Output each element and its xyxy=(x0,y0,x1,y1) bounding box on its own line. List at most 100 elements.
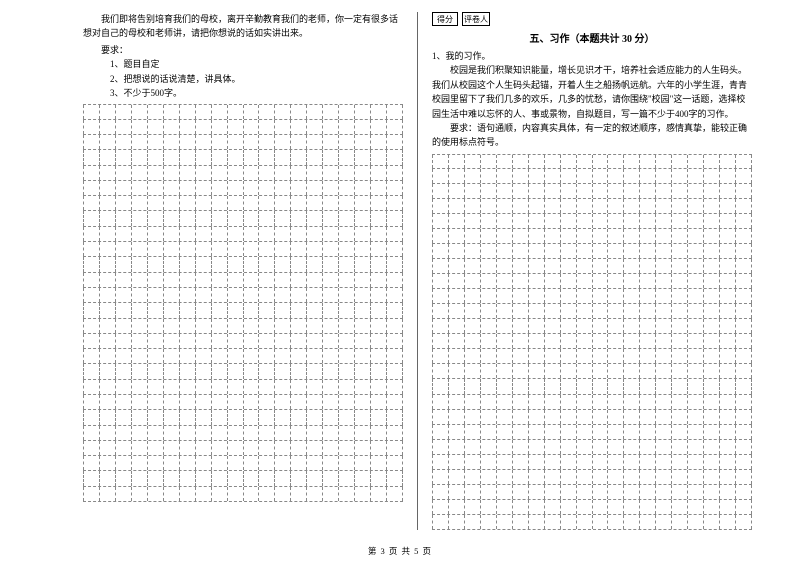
grid-cell xyxy=(339,196,355,210)
grid-cell xyxy=(212,150,228,164)
grid-cell xyxy=(432,289,449,303)
grid-cell xyxy=(577,485,593,499)
grid-cell xyxy=(323,273,339,287)
grid-cell xyxy=(100,211,116,225)
grid-cell xyxy=(577,410,593,424)
grid-cell xyxy=(164,135,180,149)
grid-cell xyxy=(656,485,672,499)
grid-cell xyxy=(244,349,260,363)
grid-cell xyxy=(656,155,672,168)
grid-cell xyxy=(577,319,593,333)
grid-cell xyxy=(100,288,116,302)
grid-cell xyxy=(672,470,688,484)
grid-cell xyxy=(481,289,497,303)
grid-cell xyxy=(497,244,513,258)
grid-cell xyxy=(339,471,355,485)
grid-cell xyxy=(545,274,561,288)
grid-cell xyxy=(307,242,323,256)
grid-cell xyxy=(100,273,116,287)
grid-cell xyxy=(259,196,275,210)
grid-cell xyxy=(624,334,640,348)
grid-cell xyxy=(259,135,275,149)
grid-cell xyxy=(577,169,593,183)
grid-cell xyxy=(688,304,704,318)
grid-cell xyxy=(83,288,100,302)
grid-cell xyxy=(432,199,449,213)
grid-cell xyxy=(83,105,100,118)
grid-cell xyxy=(355,319,371,333)
grid-cell xyxy=(688,334,704,348)
grid-cell xyxy=(736,364,752,378)
grid-cell xyxy=(497,440,513,454)
grid-cell xyxy=(640,470,656,484)
grid-cell xyxy=(100,196,116,210)
grid-cell xyxy=(180,196,196,210)
grid-cell xyxy=(561,425,577,439)
grid-cell xyxy=(656,379,672,393)
grid-cell xyxy=(83,242,100,256)
grid-cell xyxy=(83,303,100,317)
grid-cell xyxy=(704,155,720,168)
score-row: 得分 评卷人 xyxy=(432,12,752,26)
grid-cell xyxy=(449,379,465,393)
grid-cell xyxy=(624,410,640,424)
grid-cell xyxy=(244,487,260,501)
grid-cell xyxy=(164,257,180,271)
grid-cell xyxy=(132,380,148,394)
paragraph-2: 要求：语句通顺，内容真实具体，有一定的叙述顺序，感情真挚，能较正确的使用标点符号… xyxy=(432,121,752,150)
grid-cell xyxy=(577,229,593,243)
grid-cell xyxy=(339,242,355,256)
grid-cell xyxy=(561,379,577,393)
grid-row xyxy=(432,440,752,455)
grid-cell xyxy=(672,214,688,228)
grid-cell xyxy=(688,455,704,469)
grid-cell xyxy=(736,455,752,469)
grid-cell xyxy=(132,257,148,271)
grid-cell xyxy=(561,410,577,424)
grid-cell xyxy=(83,426,100,440)
grid-cell xyxy=(688,410,704,424)
grid-cell xyxy=(180,426,196,440)
grid-cell xyxy=(387,303,403,317)
grid-cell xyxy=(212,227,228,241)
grid-cell xyxy=(545,349,561,363)
grid-cell xyxy=(704,199,720,213)
grid-cell xyxy=(624,214,640,228)
grid-cell xyxy=(561,155,577,168)
grid-cell xyxy=(164,395,180,409)
grid-cell xyxy=(100,257,116,271)
grid-cell xyxy=(449,244,465,258)
grid-cell xyxy=(481,470,497,484)
grid-cell xyxy=(259,334,275,348)
grid-cell xyxy=(148,487,164,501)
grid-cell xyxy=(577,214,593,228)
grid-cell xyxy=(529,410,545,424)
grid-cell xyxy=(116,257,132,271)
grid-cell xyxy=(513,304,529,318)
grid-cell xyxy=(212,410,228,424)
grid-cell xyxy=(244,135,260,149)
grid-cell xyxy=(736,485,752,499)
grid-cell xyxy=(704,440,720,454)
grid-cell xyxy=(672,244,688,258)
grid-cell xyxy=(100,426,116,440)
grid-cell xyxy=(432,229,449,243)
grid-row xyxy=(83,181,403,196)
grid-cell xyxy=(259,150,275,164)
grid-cell xyxy=(640,304,656,318)
grid-cell xyxy=(100,105,116,118)
grid-cell xyxy=(132,471,148,485)
grid-cell xyxy=(545,304,561,318)
grid-cell xyxy=(148,135,164,149)
grid-cell xyxy=(116,487,132,501)
grid-cell xyxy=(704,214,720,228)
grid-cell xyxy=(148,349,164,363)
grid-cell xyxy=(339,364,355,378)
grid-cell xyxy=(449,425,465,439)
requirement-2: 2、把想说的话说清楚，讲具体。 xyxy=(83,72,403,86)
grid-cell xyxy=(545,515,561,529)
grid-cell xyxy=(387,410,403,424)
grid-cell xyxy=(212,196,228,210)
grid-cell xyxy=(132,349,148,363)
grid-cell xyxy=(275,196,291,210)
